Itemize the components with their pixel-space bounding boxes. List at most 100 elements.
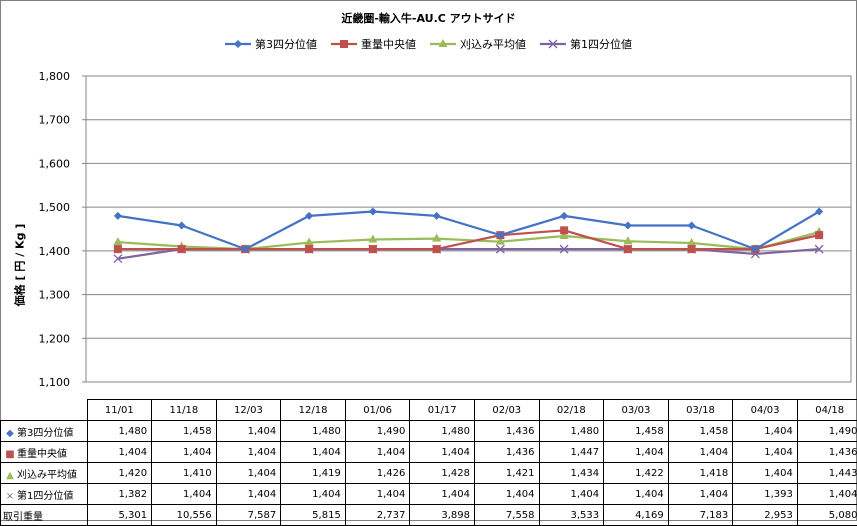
table-cell: 1,404 xyxy=(668,442,733,463)
plot-area xyxy=(86,76,851,382)
table-cell: 1,422 xyxy=(604,463,669,484)
table-cell: 1,419 xyxy=(281,463,346,484)
table-cell: 1,404 xyxy=(539,484,604,505)
table-cell: 1,428 xyxy=(410,463,475,484)
x-tick-label: 12/03 xyxy=(216,400,281,421)
table-cell: 1,436 xyxy=(797,442,857,463)
marker-diamond-1 xyxy=(178,222,186,230)
y-tick-label: 1,200 xyxy=(39,332,71,345)
table-cell: 1,404 xyxy=(345,484,410,505)
row-header: ■重量中央値 xyxy=(1,442,88,463)
table-cell: 7,587 xyxy=(216,505,281,526)
y-tick-label: 1,400 xyxy=(39,245,71,258)
table-cell: 1,480 xyxy=(539,421,604,442)
table-cell: 1,404 xyxy=(410,484,475,505)
table-cell: 1,393 xyxy=(733,484,798,505)
marker-diamond-5 xyxy=(433,212,441,220)
x-tick-label: 02/18 xyxy=(539,400,604,421)
table-cell: 1,404 xyxy=(733,463,798,484)
y-tick-label: 1,600 xyxy=(39,157,71,170)
row-label: 第3四分位値 xyxy=(17,428,73,439)
row-header: ▲刈込み平均値 xyxy=(1,463,88,484)
table-cell: 1,404 xyxy=(668,484,733,505)
x-tick-label: 12/18 xyxy=(281,400,346,421)
table-cell: 1,490 xyxy=(797,421,857,442)
x-tick-label: 11/18 xyxy=(152,400,217,421)
table-cell: 1,404 xyxy=(87,442,152,463)
table-cell: 1,404 xyxy=(216,484,281,505)
table-cell: 1,480 xyxy=(87,421,152,442)
table-cell: 1,421 xyxy=(474,463,539,484)
table-cell: 7,558 xyxy=(474,505,539,526)
y-tick-label: 1,300 xyxy=(39,289,71,302)
table-cell: 1,404 xyxy=(797,484,857,505)
table-cell: 4,169 xyxy=(604,505,669,526)
marker-square-11 xyxy=(815,231,823,239)
table-cell: 1,404 xyxy=(604,484,669,505)
x-tick-label: 01/17 xyxy=(410,400,475,421)
table-corner xyxy=(1,400,88,421)
table-cell: 1,436 xyxy=(474,421,539,442)
table-cell: 1,404 xyxy=(216,442,281,463)
table-cell: 1,458 xyxy=(604,421,669,442)
table-cell: 1,434 xyxy=(539,463,604,484)
table-cell: 1,490 xyxy=(345,421,410,442)
marker-square-5 xyxy=(433,245,441,253)
marker-diamond-0 xyxy=(114,212,122,220)
table-cell: 1,404 xyxy=(216,421,281,442)
x-tick-label: 03/03 xyxy=(604,400,669,421)
table-cell: 1,404 xyxy=(152,484,217,505)
table-cell: 1,382 xyxy=(87,484,152,505)
table-cell: 1,418 xyxy=(668,463,733,484)
table-cell: 1,443 xyxy=(797,463,857,484)
marker-diamond-9 xyxy=(688,222,696,230)
table-cell: 1,480 xyxy=(281,421,346,442)
marker-diamond-8 xyxy=(624,222,632,230)
table-cell: 1,404 xyxy=(474,484,539,505)
table-cell: 1,436 xyxy=(474,442,539,463)
table-cell: 1,404 xyxy=(281,484,346,505)
table-cell: 1,404 xyxy=(281,442,346,463)
row-header: ×第1四分位値 xyxy=(1,484,88,505)
y-tick-label: 1,800 xyxy=(39,70,71,83)
x-tick-label: 11/01 xyxy=(87,400,152,421)
marker-square-3 xyxy=(305,245,313,253)
y-tick-label: 1,500 xyxy=(39,201,71,214)
table-cell: 1,410 xyxy=(152,463,217,484)
table-cell: 3,533 xyxy=(539,505,604,526)
row-header: 取引重量 xyxy=(1,505,88,526)
table-cell: 1,404 xyxy=(152,442,217,463)
row-marker-icon: × xyxy=(3,491,17,502)
table-cell: 1,458 xyxy=(668,421,733,442)
marker-square-1 xyxy=(178,245,186,253)
table-cell: 1,447 xyxy=(539,442,604,463)
marker-diamond-7 xyxy=(560,212,568,220)
row-header: ◆第3四分位値 xyxy=(1,421,88,442)
row-marker-icon: ■ xyxy=(3,449,17,460)
table-cell: 2,953 xyxy=(733,505,798,526)
marker-diamond-3 xyxy=(305,212,313,220)
row-label: 刈込み平均値 xyxy=(17,470,77,481)
table-cell: 1,404 xyxy=(733,421,798,442)
table-cell: 1,404 xyxy=(410,442,475,463)
x-tick-label: 04/18 xyxy=(797,400,857,421)
y-tick-label: 1,700 xyxy=(39,114,71,127)
row-marker-icon: ◆ xyxy=(3,428,17,439)
table-cell: 5,301 xyxy=(87,505,152,526)
row-label: 第1四分位値 xyxy=(17,491,73,502)
line-chart-plot: 1,100 1,200 1,300 1,400 1,500 1,600 1,700 1,800 xyxy=(0,0,857,400)
table-cell: 1,404 xyxy=(345,442,410,463)
table-cell: 1,480 xyxy=(410,421,475,442)
table-cell: 1,404 xyxy=(733,442,798,463)
table-cell: 1,458 xyxy=(152,421,217,442)
table-cell: 5,080 xyxy=(797,505,857,526)
marker-square-9 xyxy=(688,245,696,253)
y-tick-label: 1,100 xyxy=(39,376,71,389)
table-cell: 3,898 xyxy=(410,505,475,526)
marker-square-4 xyxy=(369,245,377,253)
marker-triangle-0 xyxy=(113,237,122,245)
